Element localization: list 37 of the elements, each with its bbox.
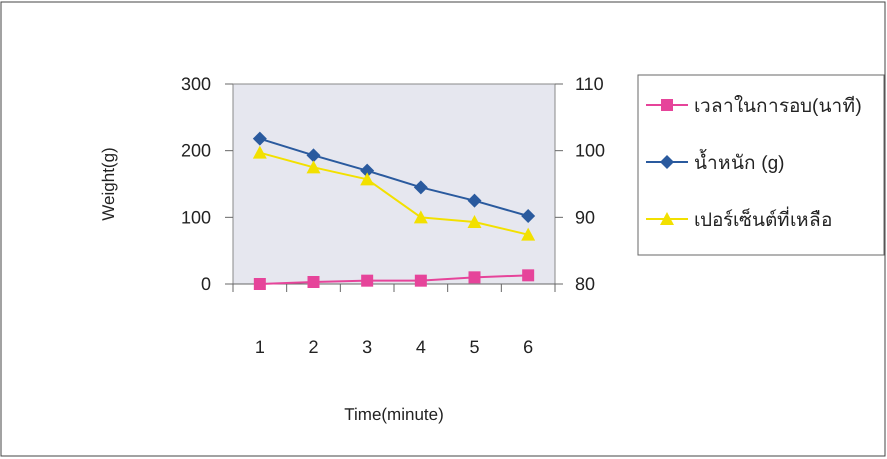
y2-tick-label: 110: [575, 74, 604, 94]
legend-label: เวลาในการอบ(นาที): [694, 95, 862, 117]
point: [414, 210, 428, 224]
point: [468, 194, 482, 208]
point: [252, 132, 267, 146]
point: [254, 278, 266, 290]
point: [468, 215, 482, 228]
point: [414, 180, 428, 194]
point: [522, 269, 534, 282]
y2-tick-label: 100: [575, 140, 606, 161]
legend-label: น้ำหนัก (g): [694, 149, 784, 174]
point: [360, 172, 374, 186]
point: [252, 146, 267, 159]
point: [361, 274, 374, 287]
x-tick-label: 1: [254, 337, 265, 357]
y-tick-label: 200: [180, 140, 211, 161]
x-tick-label: 3: [362, 337, 372, 357]
y-axis-title: Weight(g): [99, 147, 118, 221]
x-tick-label: 2: [308, 337, 319, 357]
point: [468, 271, 480, 284]
y-tick-label: 300: [180, 74, 211, 94]
point: [360, 164, 374, 178]
point: [306, 160, 320, 174]
point: [521, 209, 536, 223]
x-tick-label: 5: [469, 337, 480, 357]
y-tick-label: 100: [180, 207, 211, 228]
x-tick-label: 6: [523, 337, 534, 357]
point: [306, 148, 320, 162]
y-tick-label: 0: [200, 274, 211, 294]
y2-tick-label: 80: [575, 274, 596, 294]
legend-label: เปอร์เซ็นต์ที่เหลือ: [694, 206, 832, 231]
point: [308, 276, 320, 288]
x-tick-label: 4: [416, 337, 426, 357]
point: [521, 228, 536, 241]
y2-tick-label: 90: [575, 207, 596, 228]
x-axis-title: Time(minute): [344, 405, 444, 424]
point: [414, 274, 427, 287]
